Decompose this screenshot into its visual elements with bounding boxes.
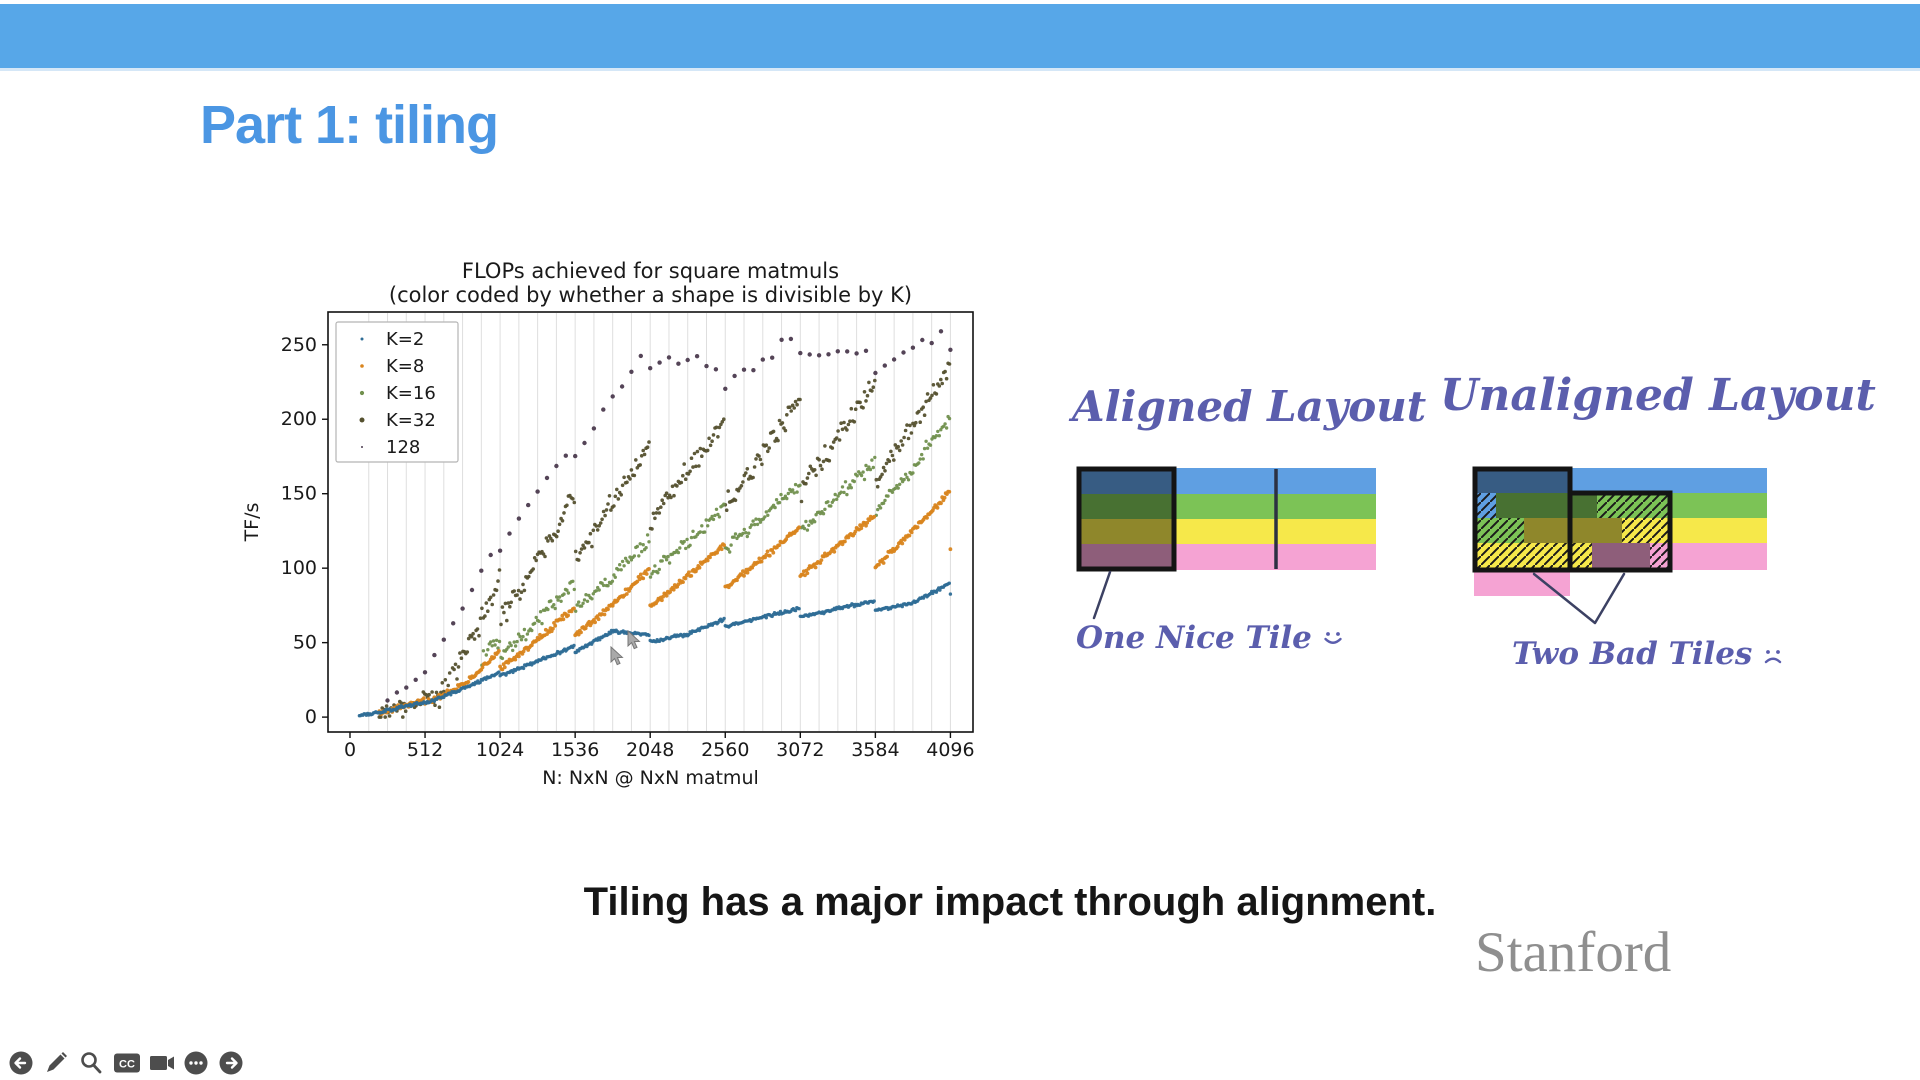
svg-text:1024: 1024 <box>476 739 524 761</box>
svg-text:K=16: K=16 <box>386 383 436 404</box>
svg-text:K=8: K=8 <box>386 356 424 377</box>
svg-text:128: 128 <box>386 437 420 458</box>
unaligned-layout-caption: Two Bad Tiles <box>1512 636 1786 672</box>
video-camera-icon <box>150 1056 174 1070</box>
top-accent-bar <box>0 4 1920 71</box>
flops-chart: FLOPs achieved for square matmuls (color … <box>240 250 1000 800</box>
frowny-face-icon <box>1765 650 1782 664</box>
unaligned-strip-diagram <box>1472 466 1767 625</box>
forward-button[interactable] <box>218 1050 244 1076</box>
aligned-layout-title: Aligned Layout <box>1072 382 1427 431</box>
svg-text:200: 200 <box>281 408 317 430</box>
camera-button[interactable] <box>148 1050 174 1076</box>
back-arrow-icon <box>9 1051 33 1075</box>
flops-chart-canvas: FLOPs achieved for square matmuls(color … <box>241 259 975 789</box>
mouse-cursor-icon <box>610 646 624 666</box>
cc-icon: CC <box>114 1053 140 1073</box>
svg-text:100: 100 <box>281 557 317 579</box>
mouse-cursor-icon <box>627 630 641 650</box>
back-button[interactable] <box>8 1050 34 1076</box>
svg-text:3584: 3584 <box>851 739 899 761</box>
svg-text:250: 250 <box>281 334 317 356</box>
page-title: Part 1: tiling <box>200 95 499 155</box>
slide-caption: Tiling has a major impact through alignm… <box>583 880 1437 924</box>
smiley-face-icon <box>1324 632 1342 644</box>
svg-text:512: 512 <box>407 739 443 761</box>
zoom-button[interactable] <box>78 1050 104 1076</box>
svg-text:1536: 1536 <box>551 739 599 761</box>
svg-text:50: 50 <box>293 632 317 654</box>
more-button[interactable] <box>183 1050 209 1076</box>
svg-text:FLOPs achieved for square matm: FLOPs achieved for square matmuls <box>462 259 839 283</box>
svg-text:(color coded by whether a shap: (color coded by whether a shape is divis… <box>389 283 912 307</box>
brand-logo: Stanford <box>1475 921 1672 984</box>
svg-text:150: 150 <box>281 483 317 505</box>
svg-text:3072: 3072 <box>776 739 824 761</box>
aligned-layout-caption: One Nice Tile <box>1076 620 1346 656</box>
unaligned-layout-title: Unaligned Layout <box>1440 370 1876 421</box>
pencil-icon <box>47 1052 67 1072</box>
aligned-strip-diagram <box>1076 466 1376 620</box>
svg-text:4096: 4096 <box>926 739 974 761</box>
svg-text:TF/s: TF/s <box>241 503 263 543</box>
svg-text:CC: CC <box>119 1059 135 1071</box>
svg-text:2048: 2048 <box>626 739 674 761</box>
svg-text:2560: 2560 <box>701 739 749 761</box>
ellipsis-icon <box>184 1051 208 1075</box>
svg-text:K=2: K=2 <box>386 329 424 350</box>
draw-button[interactable] <box>43 1050 69 1076</box>
svg-text:0: 0 <box>305 706 317 728</box>
captions-button[interactable]: CC <box>113 1050 140 1076</box>
forward-arrow-icon <box>219 1051 243 1075</box>
svg-text:0: 0 <box>344 739 356 761</box>
magnifier-icon <box>81 1052 102 1074</box>
video-toolbar: CC <box>8 1050 244 1076</box>
svg-text:N: NxN @ NxN matmul: N: NxN @ NxN matmul <box>542 767 759 789</box>
svg-text:K=32: K=32 <box>386 410 436 431</box>
